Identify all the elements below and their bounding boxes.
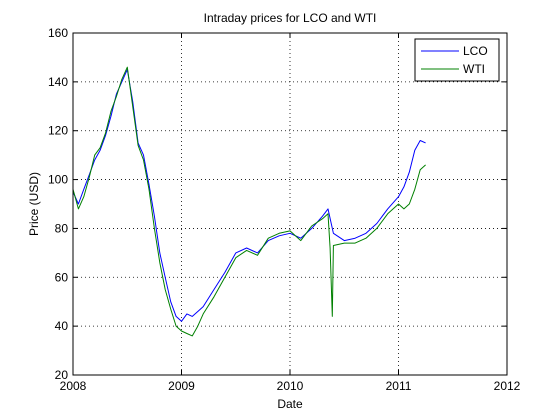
x-tick-label: 2009 [168, 379, 195, 393]
y-tick-label: 80 [55, 221, 69, 235]
series-lines [72, 66, 426, 337]
legend: LCO WTI [414, 38, 500, 82]
x-tick-label: 2008 [60, 379, 87, 393]
x-tick-label: 2011 [386, 379, 412, 393]
y-tick-label: 160 [48, 26, 68, 40]
series-line-lco [72, 69, 426, 322]
y-tick-label: 100 [48, 173, 68, 187]
x-tick-label: 2012 [494, 379, 521, 393]
y-tick-label: 40 [55, 319, 69, 333]
chart-title: Intraday prices for LCO and WTI [204, 11, 377, 25]
x-axis-label: Date [277, 397, 303, 411]
y-tick-label: 140 [48, 75, 68, 89]
y-tick-label: 20 [55, 368, 69, 382]
grid-lines [73, 33, 507, 375]
plot-frame [72, 32, 508, 376]
axis-ticks: 2008 2009 2010 2011 2012 20 40 60 80 100 120 140 160 [48, 26, 521, 393]
legend-box [414, 38, 500, 82]
y-axis-label: Price (USD) [27, 172, 41, 236]
series-line-wti [72, 66, 426, 337]
legend-label-wti: WTI [463, 62, 485, 76]
y-tick-label: 120 [48, 124, 68, 138]
x-tick-label: 2010 [277, 379, 304, 393]
y-tick-label: 60 [55, 270, 69, 284]
legend-label-lco: LCO [463, 44, 488, 58]
